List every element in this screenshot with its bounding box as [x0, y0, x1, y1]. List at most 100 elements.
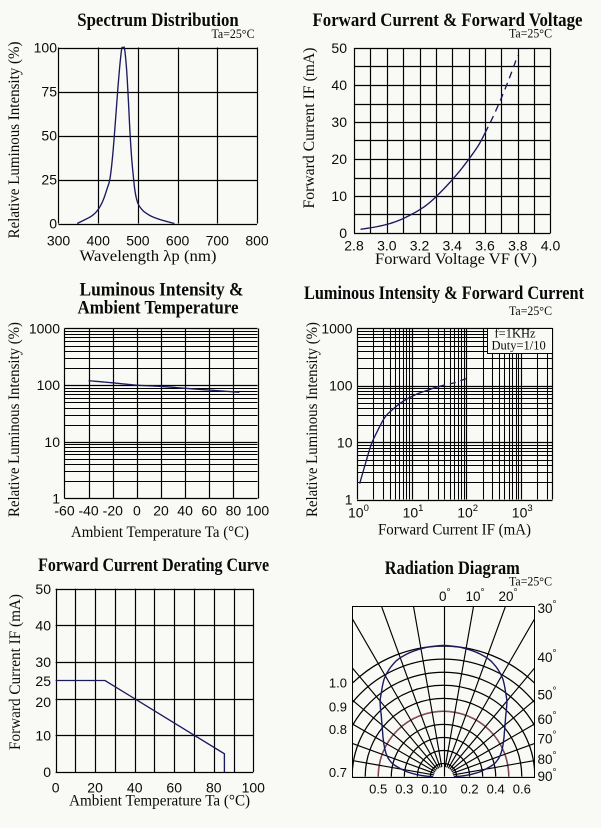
svg-text:0.5: 0.5 [369, 782, 387, 797]
svg-text:Ta=25°C: Ta=25°C [212, 27, 255, 41]
svg-text:300: 300 [47, 233, 71, 249]
svg-text:Duty=1/10: Duty=1/10 [492, 339, 546, 353]
svg-text:0.4: 0.4 [487, 782, 505, 797]
svg-text:40°: 40° [538, 648, 557, 665]
svg-text:60: 60 [201, 503, 217, 519]
svg-text:Radiation Diagram: Radiation Diagram [385, 558, 520, 579]
svg-text:103: 103 [512, 503, 533, 521]
svg-text:0.9: 0.9 [329, 700, 347, 715]
svg-text:30: 30 [331, 114, 347, 130]
svg-text:20°: 20° [498, 588, 517, 605]
svg-text:20: 20 [35, 694, 51, 710]
svg-text:100: 100 [348, 503, 369, 521]
svg-text:75: 75 [41, 84, 57, 100]
svg-text:100: 100 [37, 377, 61, 393]
svg-text:30°: 30° [538, 600, 557, 617]
svg-text:80: 80 [206, 780, 222, 796]
svg-text:3.6: 3.6 [475, 238, 495, 254]
svg-text:Wavelength λp (nm): Wavelength λp (nm) [80, 248, 217, 265]
svg-text:Luminous Intensity &: Luminous Intensity & [80, 280, 244, 301]
svg-text:Ta=25°C: Ta=25°C [509, 304, 552, 318]
svg-text:20: 20 [331, 151, 347, 167]
svg-text:40: 40 [35, 618, 51, 634]
svg-text:Relative Luminous Intensity (%: Relative Luminous Intensity (%) [304, 322, 321, 517]
svg-text:10°: 10° [465, 588, 484, 605]
svg-text:Forward Voltage VF (V): Forward Voltage VF (V) [375, 251, 537, 268]
svg-text:10: 10 [331, 188, 347, 204]
svg-text:0.8: 0.8 [329, 722, 347, 737]
svg-text:800: 800 [245, 233, 269, 249]
svg-text:f=1KHz: f=1KHz [495, 327, 537, 341]
svg-text:Relative Luminous Intensity (%: Relative Luminous Intensity (%) [6, 42, 23, 239]
svg-text:Forward Current & Forward Volt: Forward Current & Forward Voltage [313, 10, 583, 31]
svg-text:100: 100 [34, 40, 58, 56]
svg-text:1.0: 1.0 [329, 676, 347, 691]
svg-text:0: 0 [440, 782, 447, 797]
svg-text:2.8: 2.8 [344, 238, 364, 254]
svg-text:500: 500 [126, 233, 150, 249]
svg-text:40: 40 [331, 77, 347, 93]
svg-text:30: 30 [35, 654, 51, 670]
svg-text:Forward Current IF (mA): Forward Current IF (mA) [301, 48, 318, 209]
svg-text:100: 100 [329, 378, 353, 394]
svg-text:400: 400 [87, 233, 111, 249]
svg-text:100: 100 [246, 503, 270, 519]
svg-text:0.3: 0.3 [395, 782, 413, 797]
svg-text:Forward Current IF (mA): Forward Current IF (mA) [378, 522, 531, 539]
svg-text:Ambient Temperature Ta (°C): Ambient Temperature Ta (°C) [69, 793, 250, 810]
svg-text:20: 20 [153, 503, 169, 519]
svg-text:40: 40 [177, 503, 193, 519]
svg-text:0.2: 0.2 [461, 782, 479, 797]
svg-text:Ambient Temperature Ta (°C): Ambient Temperature Ta (°C) [71, 524, 249, 541]
svg-text:1000: 1000 [29, 321, 60, 337]
svg-text:0°: 0° [439, 588, 451, 605]
svg-text:60: 60 [166, 780, 182, 796]
svg-text:1: 1 [345, 492, 353, 508]
svg-text:Luminous Intensity & Forward C: Luminous Intensity & Forward Current [304, 283, 585, 304]
svg-text:40: 40 [127, 780, 143, 796]
svg-text:0.7: 0.7 [329, 765, 347, 780]
svg-text:70°: 70° [538, 730, 557, 747]
svg-text:50: 50 [331, 40, 347, 56]
svg-text:Ambient Temperature: Ambient Temperature [78, 298, 239, 319]
svg-text:25: 25 [41, 172, 57, 188]
svg-text:700: 700 [206, 233, 230, 249]
svg-text:20: 20 [87, 780, 103, 796]
svg-text:0: 0 [49, 216, 57, 232]
svg-text:Ta=25°C: Ta=25°C [509, 575, 552, 589]
svg-text:102: 102 [457, 503, 478, 521]
svg-text:80: 80 [226, 503, 242, 519]
svg-text:0.1: 0.1 [421, 782, 439, 797]
svg-text:10: 10 [44, 434, 60, 450]
svg-text:0.6: 0.6 [513, 782, 531, 797]
svg-text:50°: 50° [538, 686, 557, 703]
svg-text:10: 10 [337, 435, 353, 451]
svg-text:4.0: 4.0 [541, 238, 561, 254]
svg-text:10: 10 [35, 727, 51, 743]
svg-text:50: 50 [35, 581, 51, 597]
svg-text:3.4: 3.4 [442, 238, 462, 254]
svg-text:Ta=25°C: Ta=25°C [509, 27, 552, 41]
svg-text:60°: 60° [538, 710, 557, 727]
svg-text:Forward Current Derating Curve: Forward Current Derating Curve [38, 555, 269, 576]
svg-text:-40: -40 [78, 503, 98, 519]
svg-text:3.0: 3.0 [377, 238, 397, 254]
svg-text:3.2: 3.2 [410, 238, 430, 254]
svg-text:0: 0 [339, 225, 347, 241]
svg-text:100: 100 [242, 780, 266, 796]
svg-text:90°: 90° [538, 768, 557, 785]
svg-text:0: 0 [133, 503, 141, 519]
svg-text:1: 1 [52, 491, 60, 507]
svg-text:Relative Luminous Intensity (%: Relative Luminous Intensity (%) [6, 322, 23, 517]
svg-text:3.8: 3.8 [508, 238, 528, 254]
svg-text:0: 0 [52, 780, 60, 796]
svg-text:Spectrum Distribution: Spectrum Distribution [77, 10, 239, 31]
svg-text:50: 50 [41, 128, 57, 144]
svg-text:-60: -60 [54, 503, 74, 519]
svg-text:-20: -20 [103, 503, 123, 519]
svg-text:25: 25 [35, 673, 51, 689]
svg-text:0: 0 [43, 764, 51, 780]
svg-text:Forward Current IF (mA): Forward Current IF (mA) [7, 594, 24, 750]
svg-text:1000: 1000 [321, 321, 352, 337]
svg-text:600: 600 [166, 233, 190, 249]
